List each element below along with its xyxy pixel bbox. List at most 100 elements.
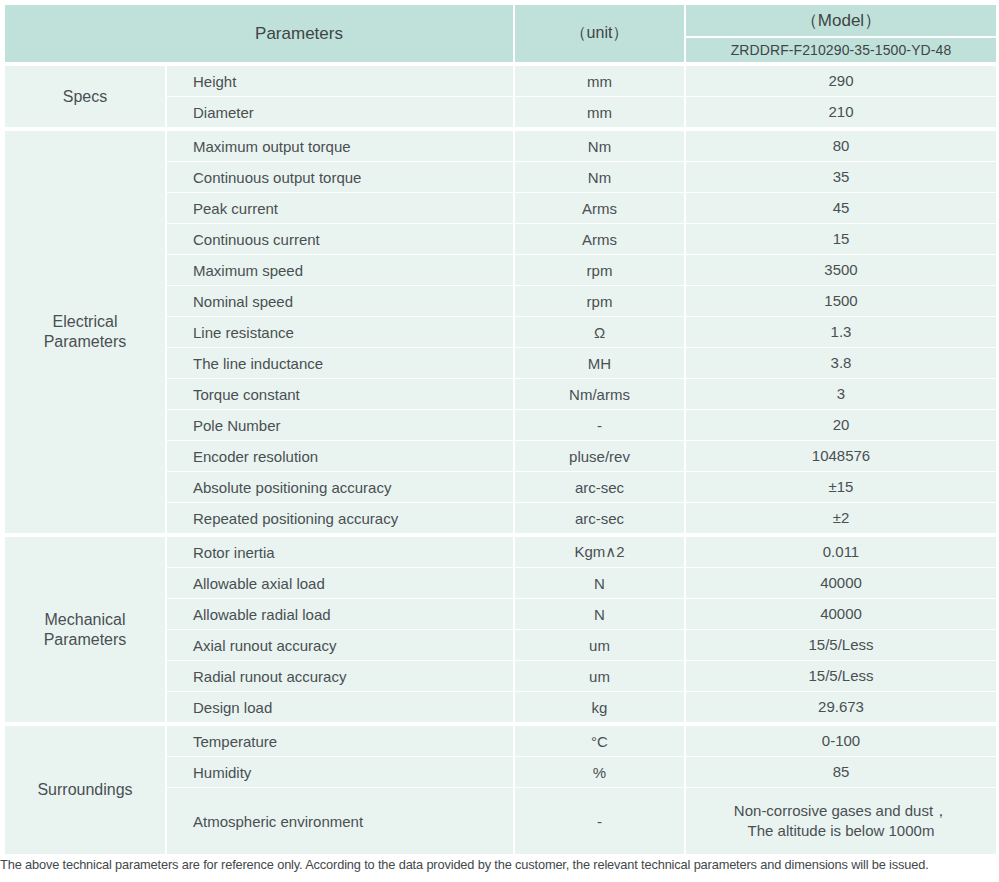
group-label: Surroundings [37,780,132,800]
param-cell: Line resistance [167,317,513,347]
value-line: Non-corrosive gases and dust， [734,801,948,821]
param-cell: Allowable axial load [167,568,513,598]
unit-cell: pluse/rev [515,441,684,471]
section-specs: SpecsHeightmm290Diametermm210 [5,66,996,127]
table-row: The line inductanceMH3.8 [167,348,996,378]
param-cell: Continuous current [167,224,513,254]
value-cell: 1.3 [686,317,996,347]
value-cell: 29.673 [686,692,996,722]
param-cell: Maximum output torque [167,131,513,161]
param-cell: Temperature [167,726,513,756]
section-mechanical-parameters: Mechanical Parameters Rotor inertiaKgm∧20… [5,537,996,722]
param-cell: Pole Number [167,410,513,440]
unit-cell: kg [515,692,684,722]
group-cell-electrical-parameters: Electrical Parameters [5,131,165,533]
value-cell: 3 [686,379,996,409]
value-cell: 40000 [686,568,996,598]
unit-cell: um [515,630,684,660]
group-cell-mechanical-parameters: Mechanical Parameters [5,537,165,722]
value-cell: 20 [686,410,996,440]
value-cell: Non-corrosive gases and dust，The altitud… [686,788,996,854]
unit-cell: - [515,410,684,440]
value-cell: 0.011 [686,537,996,567]
table-header: Parameters （unit） （Model） ZRDDRF-F210290… [5,5,996,62]
table-row: Continuous output torqueNm35 [167,162,996,192]
value-cell: 3.8 [686,348,996,378]
table-row: Encoder resolutionpluse/rev1048576 [167,441,996,471]
section-rows: Heightmm290Diametermm210 [167,66,996,127]
value-cell: 3500 [686,255,996,285]
value-cell: ±15 [686,472,996,502]
header-model-value: ZRDDRF-F210290-35-1500-YD-48 [686,38,996,62]
section-electrical-parameters: Electrical Parameters Maximum output torq… [5,131,996,533]
unit-cell: rpm [515,255,684,285]
unit-cell: Kgm∧2 [515,537,684,567]
group-label: Specs [63,87,107,107]
table-row: Temperature°C0-100 [167,726,996,756]
unit-cell: mm [515,66,684,96]
value-cell: 210 [686,97,996,127]
value-cell: 15 [686,224,996,254]
table-body: SpecsHeightmm290Diametermm210Electrical … [5,66,996,854]
param-cell: Peak current [167,193,513,223]
header-model-label: （Model） [686,5,996,36]
table-row: Continuous currentArms15 [167,224,996,254]
param-cell: Absolute positioning accuracy [167,472,513,502]
value-cell: 290 [686,66,996,96]
param-cell: Torque constant [167,379,513,409]
group-label: Mechanical Parameters [35,610,135,650]
unit-cell: Nm [515,131,684,161]
unit-cell: N [515,568,684,598]
param-cell: Axial runout accuracy [167,630,513,660]
value-cell: 80 [686,131,996,161]
header-parameters: Parameters [5,5,513,62]
unit-cell: - [515,788,684,854]
section-surroundings: Surroundings Temperature°C0-100Humidity%8… [5,726,996,854]
table-row: Design loadkg29.673 [167,692,996,722]
spec-sheet-page: Parameters （unit） （Model） ZRDDRF-F210290… [0,0,999,882]
table-row: Rotor inertiaKgm∧20.011 [167,537,996,567]
value-cell: 85 [686,757,996,787]
table-row: Diametermm210 [167,97,996,127]
unit-cell: °C [515,726,684,756]
group-cell-specs: Specs [5,66,165,127]
footer-note: The above technical parameters are for r… [0,857,999,872]
table-row: Allowable radial loadN40000 [167,599,996,629]
param-cell: Diameter [167,97,513,127]
parameters-table: Parameters （unit） （Model） ZRDDRF-F210290… [5,5,996,854]
value-cell: ±2 [686,503,996,533]
param-cell: Radial runout accuracy [167,661,513,691]
unit-cell: Arms [515,224,684,254]
value-cell: 0-100 [686,726,996,756]
param-cell: The line inductance [167,348,513,378]
value-cell: 15/5/Less [686,630,996,660]
table-row: Absolute positioning accuracyarc-sec±15 [167,472,996,502]
table-row: Maximum output torqueNm80 [167,131,996,161]
unit-cell: Ω [515,317,684,347]
section-rows: Maximum output torqueNm80Continuous outp… [167,131,996,533]
header-unit: （unit） [515,5,684,62]
param-cell: Design load [167,692,513,722]
table-row: Peak currentArms45 [167,193,996,223]
group-cell-surroundings: Surroundings [5,726,165,854]
table-row: Humidity%85 [167,757,996,787]
param-cell: Nominal speed [167,286,513,316]
table-row: Repeated positioning accuracyarc-sec±2 [167,503,996,533]
value-cell: 35 [686,162,996,192]
value-line: The altitude is below 1000m [748,821,935,841]
param-cell: Humidity [167,757,513,787]
section-rows: Temperature°C0-100Humidity%85Atmospheric… [167,726,996,854]
table-row: Pole Number-20 [167,410,996,440]
unit-cell: Nm/arms [515,379,684,409]
unit-cell: MH [515,348,684,378]
unit-cell: um [515,661,684,691]
section-rows: Rotor inertiaKgm∧20.011Allowable axial l… [167,537,996,722]
unit-cell: arc-sec [515,503,684,533]
param-cell: Continuous output torque [167,162,513,192]
value-cell: 1048576 [686,441,996,471]
group-label: Electrical Parameters [35,312,135,352]
table-row: Torque constantNm/arms3 [167,379,996,409]
table-row: Atmospheric environment-Non-corrosive ga… [167,788,996,854]
unit-cell: rpm [515,286,684,316]
header-model-group: （Model） ZRDDRF-F210290-35-1500-YD-48 [686,5,996,62]
